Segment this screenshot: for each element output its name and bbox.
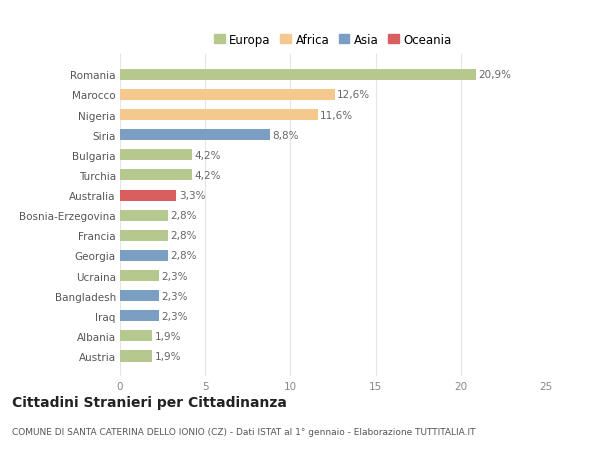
Bar [120, 190, 176, 201]
Text: 3,3%: 3,3% [179, 190, 205, 201]
Bar [120, 250, 168, 262]
Legend: Europa, Africa, Asia, Oceania: Europa, Africa, Asia, Oceania [209, 29, 457, 51]
Text: 2,8%: 2,8% [170, 251, 197, 261]
Bar [120, 330, 152, 341]
Bar [120, 351, 152, 362]
Bar [120, 230, 168, 241]
Text: 2,3%: 2,3% [162, 271, 188, 281]
Text: 2,3%: 2,3% [162, 311, 188, 321]
Text: Cittadini Stranieri per Cittadinanza: Cittadini Stranieri per Cittadinanza [12, 395, 287, 409]
Bar [120, 291, 159, 302]
Text: 4,2%: 4,2% [194, 151, 221, 161]
Bar [120, 270, 159, 281]
Bar [120, 130, 270, 141]
Bar [120, 150, 191, 161]
Bar [120, 311, 159, 322]
Text: 2,8%: 2,8% [170, 231, 197, 241]
Text: 4,2%: 4,2% [194, 171, 221, 180]
Bar [120, 70, 476, 81]
Text: 12,6%: 12,6% [337, 90, 370, 100]
Text: 2,8%: 2,8% [170, 211, 197, 221]
Text: 20,9%: 20,9% [479, 70, 512, 80]
Bar [120, 170, 191, 181]
Text: 1,9%: 1,9% [155, 351, 181, 361]
Text: COMUNE DI SANTA CATERINA DELLO IONIO (CZ) - Dati ISTAT al 1° gennaio - Elaborazi: COMUNE DI SANTA CATERINA DELLO IONIO (CZ… [12, 427, 476, 436]
Text: 2,3%: 2,3% [162, 291, 188, 301]
Bar [120, 110, 317, 121]
Bar [120, 90, 335, 101]
Text: 11,6%: 11,6% [320, 110, 353, 120]
Text: 8,8%: 8,8% [272, 130, 299, 140]
Bar [120, 210, 168, 221]
Text: 1,9%: 1,9% [155, 331, 181, 341]
